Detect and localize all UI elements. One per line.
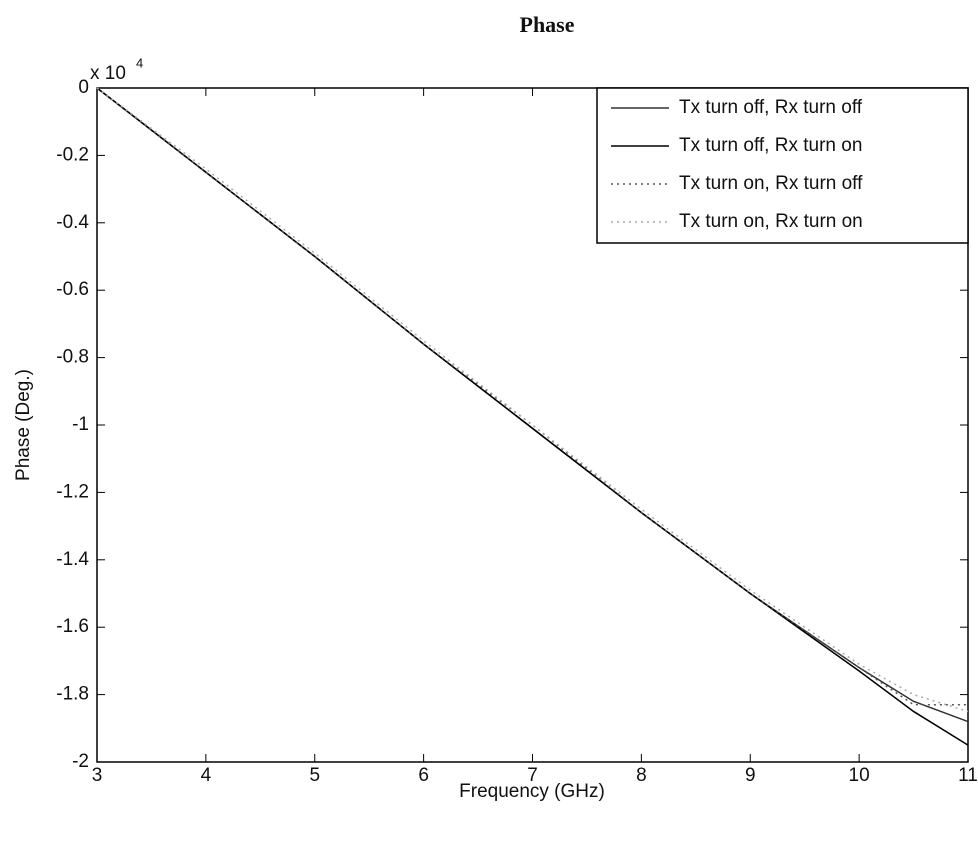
y-tick-label: -2 xyxy=(72,751,89,772)
y-multiplier-exponent: 4 xyxy=(136,55,143,70)
legend-label: Tx turn on, Rx turn on xyxy=(679,211,863,232)
y-tick-label: -1.6 xyxy=(56,616,89,637)
x-tick-label: 6 xyxy=(418,765,429,786)
series-line xyxy=(96,87,968,706)
y-tick-label: -1.8 xyxy=(56,684,89,705)
x-tick-label: 4 xyxy=(201,765,212,786)
y-tick-label: -1.2 xyxy=(56,481,89,502)
y-multiplier: x 10 xyxy=(90,63,126,84)
y-tick-label: -0.8 xyxy=(56,347,89,368)
y-axis-label: Phase (Deg.) xyxy=(13,369,34,481)
series-line xyxy=(96,87,969,746)
x-axis-label: Frequency (GHz) xyxy=(459,781,605,802)
y-tick-label: -0.6 xyxy=(56,279,89,300)
y-tick-label: -1.4 xyxy=(56,549,89,570)
x-tick-label: 10 xyxy=(849,765,870,786)
y-tick-label: -0.4 xyxy=(56,212,89,233)
legend-label: Tx turn off, Rx turn off xyxy=(679,97,863,118)
y-tick-label: -1 xyxy=(72,414,89,435)
x-tick-label: 5 xyxy=(309,765,320,786)
legend-label: Tx turn off, Rx turn on xyxy=(679,135,862,156)
y-tick-label: 0 xyxy=(78,77,89,98)
y-tick-label: -0.2 xyxy=(56,144,89,165)
chart-title: Phase xyxy=(520,12,575,37)
x-tick-label: 9 xyxy=(745,765,756,786)
x-tick-label: 7 xyxy=(527,765,538,786)
series-line xyxy=(96,87,969,713)
x-tick-label: 3 xyxy=(92,765,103,786)
legend-box xyxy=(596,87,969,244)
x-tick-label: 8 xyxy=(636,765,647,786)
legend-label: Tx turn on, Rx turn off xyxy=(679,173,863,194)
x-tick-label: 11 xyxy=(958,765,978,786)
